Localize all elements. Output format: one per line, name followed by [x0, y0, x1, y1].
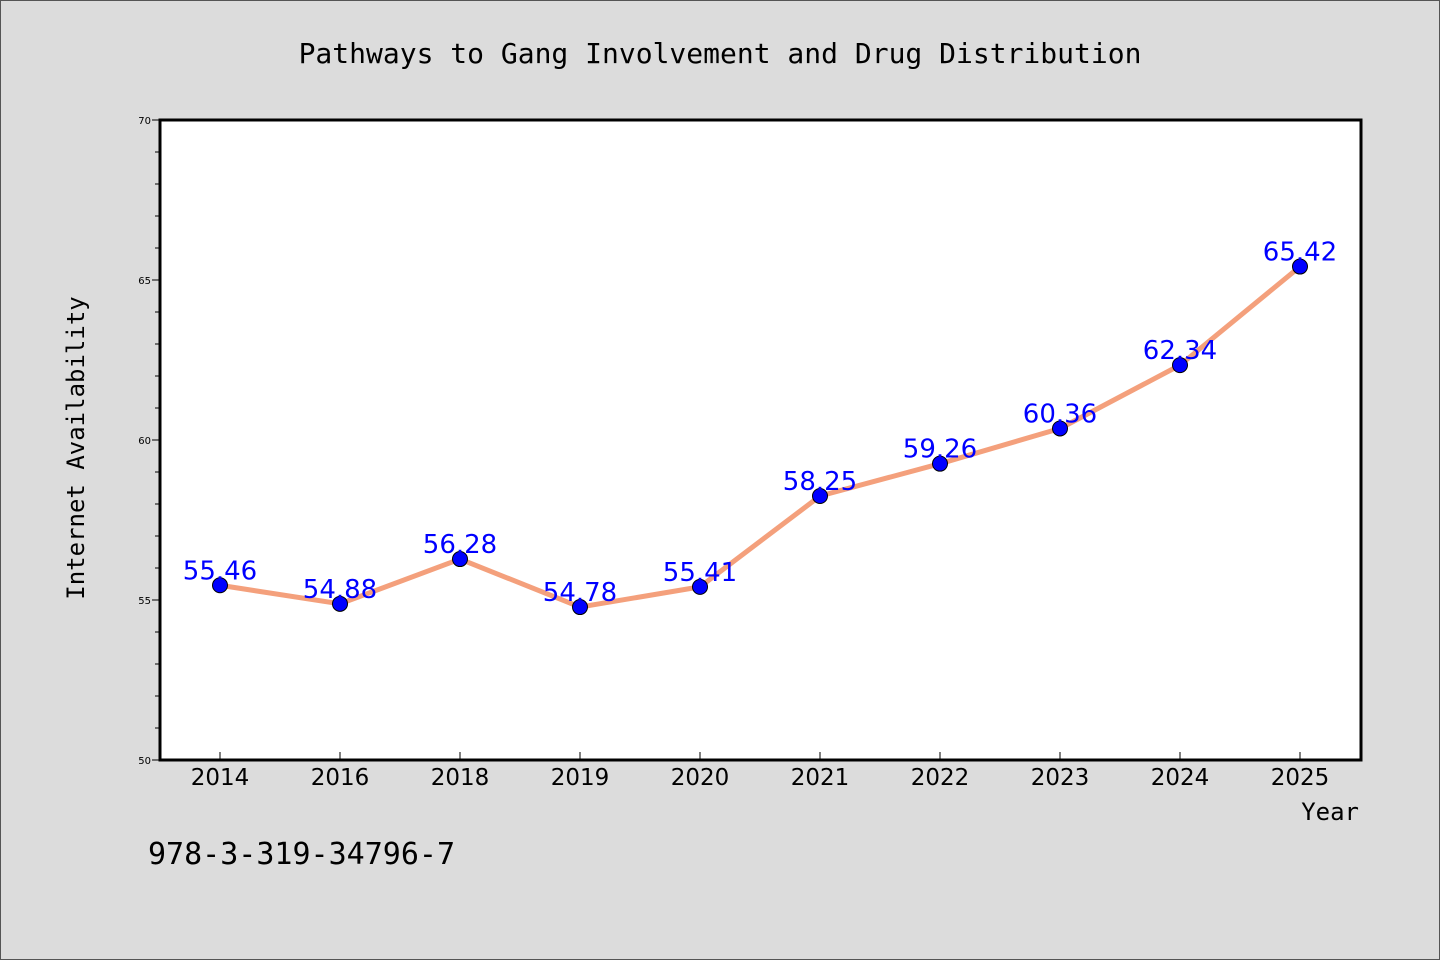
x-axis-label: Year: [1301, 798, 1359, 826]
x-tick-label: 2018: [431, 765, 490, 791]
data-label: 59.26: [903, 435, 977, 465]
y-axis-label: Internet Availability: [62, 296, 90, 599]
x-tick-label: 2021: [791, 765, 850, 791]
series-line: [217, 264, 1303, 610]
isbn-code: 978-3-319-34796-7: [148, 837, 455, 872]
data-label: 54.78: [543, 578, 617, 608]
plot-area: [158, 118, 1363, 762]
data-point: [212, 577, 228, 594]
x-axis: 2014 2016 2018 2019 2020 2021 2022 2023 2024 2025: [191, 752, 1330, 791]
data-point: [332, 595, 348, 612]
data-label: 56.28: [423, 530, 497, 560]
data-label: 54.88: [303, 575, 377, 605]
data-label: 58.25: [783, 467, 857, 497]
y-tick-label: 55: [138, 596, 151, 607]
chart-title: Pathways to Gang Involvement and Drug Di…: [299, 37, 1142, 70]
y-tick-label: 65: [138, 276, 151, 287]
x-tick-label: 2023: [1031, 765, 1090, 791]
data-label: 55.46: [183, 556, 257, 586]
data-point: [932, 455, 948, 472]
data-label: 62.34: [1143, 336, 1217, 366]
y-tick-label: 60: [138, 436, 151, 447]
data-point: [1172, 357, 1188, 374]
data-label: 65.42: [1263, 238, 1337, 268]
data-label: 60.36: [1023, 399, 1097, 429]
data-point: [452, 551, 468, 568]
data-point: [1052, 420, 1068, 437]
series-layer: [212, 258, 1308, 616]
data-label: 55.41: [663, 558, 737, 588]
data-point: [812, 488, 828, 504]
y-tick-label: 50: [138, 756, 151, 767]
x-tick-label: 2016: [311, 765, 370, 791]
x-tick-label: 2024: [1151, 765, 1210, 791]
data-point: [692, 578, 708, 595]
data-point: [1292, 258, 1308, 275]
x-tick-label: 2019: [551, 765, 610, 791]
y-tick-label: 70: [138, 116, 151, 127]
data-point: [572, 599, 588, 616]
x-tick-label: 2020: [671, 765, 730, 791]
x-tick-label: 2025: [1271, 765, 1330, 791]
data-labels: 55.46 54.88 56.28 54.78 55.41 58.25 59.26 60.36…: [183, 238, 1337, 608]
y-axis: 50 55 60 65 70: [138, 116, 160, 767]
x-tick-label: 2014: [191, 765, 250, 791]
x-tick-label: 2022: [911, 765, 970, 791]
